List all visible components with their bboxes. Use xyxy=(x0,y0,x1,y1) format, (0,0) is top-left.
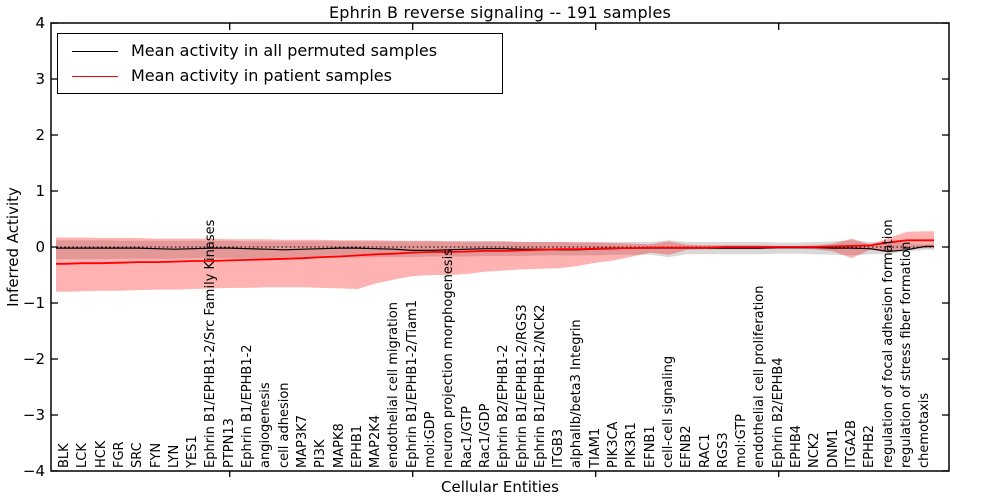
x-tick-label: Ephrin B1/EPHB1-2/Tiam1 xyxy=(404,299,420,468)
x-tick-label: Ephrin B1/EPHB1-2/RGS3 xyxy=(514,304,530,468)
x-tick-label: endothelial cell migration xyxy=(386,302,402,468)
legend-label-patient: Mean activity in patient samples xyxy=(131,66,392,85)
x-tick-label: regulation of focal adhesion formation xyxy=(880,219,896,468)
x-tick-label: RGS3 xyxy=(715,432,731,468)
legend-entry-patient: Mean activity in patient samples xyxy=(58,68,502,84)
x-axis-label: Cellular Entities xyxy=(441,478,559,496)
y-tick-label: −4 xyxy=(22,462,45,480)
x-tick-label: endothelial cell proliferation xyxy=(752,285,768,469)
legend-line-patient-icon xyxy=(72,75,118,77)
y-tick-label: 0 xyxy=(35,238,45,256)
x-tick-label: MAP2K4 xyxy=(368,414,384,468)
y-tick-label: 3 xyxy=(35,70,45,88)
x-tick-label: ITGB3 xyxy=(551,428,567,468)
x-tick-label: NCK2 xyxy=(807,432,823,468)
legend-entry-permuted: Mean activity in all permuted samples xyxy=(58,43,502,59)
x-tick-label: YES1 xyxy=(185,435,201,468)
y-tick-label: 4 xyxy=(35,14,45,32)
x-tick-label: Ephrin B2/EPHB1-2 xyxy=(496,344,512,468)
x-tick-label: MAP3K7 xyxy=(294,414,310,468)
x-tick-label: cell-cell signaling xyxy=(660,355,676,468)
x-tick-label: EPHB2 xyxy=(862,424,878,468)
x-tick-label: DNM1 xyxy=(825,428,841,468)
x-tick-label: neuron projection morphogenesis xyxy=(441,249,457,468)
x-tick-label: FYN xyxy=(148,442,164,468)
x-tick-label: RAC1 xyxy=(697,433,713,468)
x-tick-label: EPHB1 xyxy=(349,424,365,468)
x-tick-label: mol:GTP xyxy=(734,414,750,468)
x-tick-label: regulation of stress fiber formation xyxy=(898,241,914,468)
legend-label-permuted: Mean activity in all permuted samples xyxy=(131,41,438,60)
x-tick-label: BLK xyxy=(57,443,72,468)
x-tick-label: LYN xyxy=(166,444,182,468)
mean-line-1 xyxy=(56,239,934,265)
x-tick-label: Ephrin B1/EPHB1-2/NCK2 xyxy=(532,304,548,468)
y-tick-label: −2 xyxy=(22,350,45,368)
chart-title: Ephrin B reverse signaling -- 191 sample… xyxy=(328,3,672,22)
x-tick-label: Rac1/GDP xyxy=(477,403,493,468)
x-tick-label: TIAM1 xyxy=(587,427,603,468)
x-tick-label: PIK3R1 xyxy=(624,422,640,468)
y-tick-label: −1 xyxy=(22,294,45,312)
x-tick-label: alphaIIb/beta3 Integrin xyxy=(569,319,585,468)
x-tick-label: MAPK8 xyxy=(331,423,347,468)
x-tick-label: HCK xyxy=(93,440,109,468)
legend: Mean activity in all permuted samples Me… xyxy=(57,33,503,94)
x-tick-label: PTPN13 xyxy=(221,418,237,468)
x-tick-label: SRC xyxy=(130,442,146,468)
x-tick-label: PIK3CA xyxy=(606,421,621,468)
x-tick-label: mol:GDP xyxy=(423,411,438,468)
y-tick-label: −3 xyxy=(22,406,45,424)
x-tick-label: ITGA2B xyxy=(843,420,859,468)
x-tick-label: EFNB2 xyxy=(679,425,695,468)
y-tick-label: 1 xyxy=(35,182,45,200)
x-tick-label: PI3K xyxy=(313,439,329,468)
x-tick-label: Rac1/GTP xyxy=(459,406,475,468)
x-tick-label: Ephrin B2/EPHB4 xyxy=(770,357,786,468)
x-tick-label: cell adhesion xyxy=(276,382,292,468)
x-tick-label: LCK xyxy=(75,443,91,468)
x-tick-label: EFNB1 xyxy=(642,425,658,468)
legend-line-permuted-icon xyxy=(72,50,118,52)
confidence-band-0 xyxy=(56,240,934,260)
x-tick-label: EPHB4 xyxy=(789,424,804,468)
x-tick-label: Ephrin B1/EPHB1-2 xyxy=(240,344,255,468)
y-tick-label: 2 xyxy=(35,126,45,144)
x-tick-label: FGR xyxy=(111,441,127,468)
x-tick-label: Ephrin B1/EPHB1-2/Src Family Kinases xyxy=(203,219,219,468)
x-tick-label: chemotaxis xyxy=(917,392,933,468)
x-tick-label: angiogenesis xyxy=(258,382,274,468)
